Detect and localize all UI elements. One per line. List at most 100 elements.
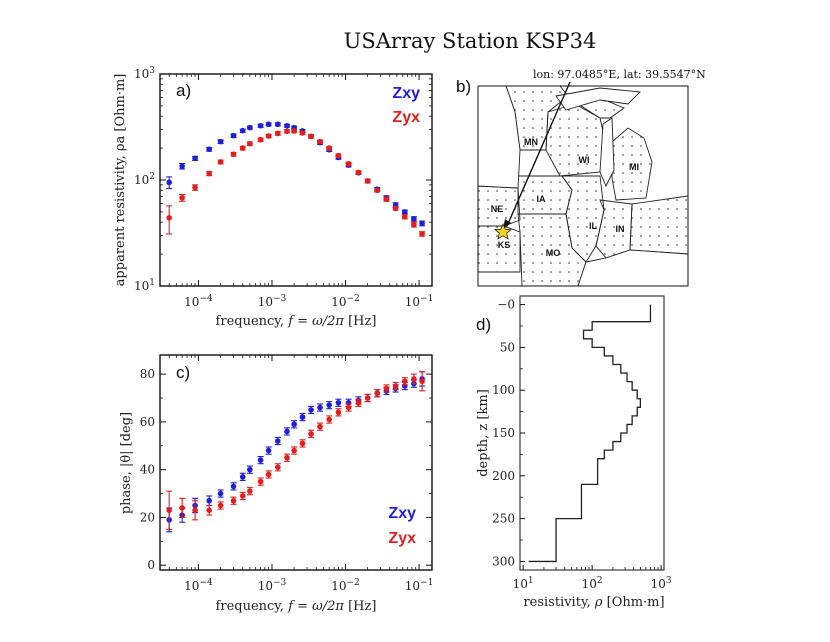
data-point: [217, 138, 224, 145]
data-point: [257, 122, 264, 129]
x-tick-label: 10−1: [405, 578, 434, 593]
state-oh-shape: [629, 195, 688, 255]
x-tick-label: 10−3: [258, 294, 287, 309]
data-point: [265, 121, 272, 128]
data-point: [299, 414, 306, 420]
x-tick-label: 10−4: [184, 294, 213, 309]
state-label-ia: IA: [537, 194, 547, 204]
panel-d-frame: [519, 295, 665, 571]
data-point: [284, 428, 290, 435]
data-point: [326, 402, 333, 408]
x-tick-label: 103: [651, 576, 672, 591]
data-point: [239, 493, 246, 499]
data-point: [374, 390, 381, 397]
data-point: [392, 383, 399, 389]
panel-a-ylabel: apparent resistivity, ρa [Ohm·m]: [113, 74, 128, 287]
legend-zxy: Zxy: [388, 505, 416, 522]
y-tick-label: 100: [492, 383, 515, 397]
station-star-icon: [493, 223, 513, 240]
panel-d-xlabel: resistivity, ρ [Ohm·m]: [523, 595, 664, 610]
panel-c-label: c): [176, 363, 190, 382]
data-point: [230, 151, 237, 158]
x-tick-label: 10−2: [331, 578, 360, 593]
state-south-shape: [577, 249, 688, 286]
data-point: [166, 214, 172, 221]
y-tick-label: 60: [140, 415, 155, 429]
data-point: [166, 179, 172, 186]
y-tick-label: 102: [134, 172, 155, 187]
data-point: [364, 395, 371, 401]
data-point: [257, 136, 264, 143]
data-point: [284, 122, 290, 129]
map-coordinate-label: lon: 97.0485°E, lat: 39.5547°N: [533, 68, 706, 81]
figure-title: USArray Station KSP34: [344, 29, 597, 53]
data-point: [217, 159, 224, 165]
state-mi-shape: [611, 127, 653, 201]
data-point: [239, 145, 246, 151]
data-point: [206, 497, 212, 504]
data-point: [265, 471, 272, 478]
data-point: [335, 409, 342, 416]
panel-c-xlabel: frequency, f = ω/2π [Hz]: [216, 599, 377, 614]
x-tick-label: 10−3: [258, 578, 287, 593]
data-point: [192, 184, 198, 191]
data-point: [239, 474, 246, 480]
data-point: [265, 447, 272, 454]
y-tick-label: 200: [492, 469, 515, 483]
data-point: [345, 161, 352, 167]
station-pointer-arrow: [506, 81, 571, 227]
data-point: [383, 385, 390, 392]
y-tick-label: 101: [134, 278, 155, 293]
data-point: [317, 138, 323, 145]
data-point: [247, 124, 253, 131]
y-tick-label: 150: [492, 426, 515, 440]
panel-c-frame: [159, 354, 433, 571]
panel-d-model: d) 101 102 103 −0 50 100 150 200 250 300 resistiv…: [476, 295, 672, 610]
data-point: [217, 490, 224, 497]
state-label-mi: MI: [629, 162, 639, 172]
y-tick-label: 20: [140, 510, 155, 524]
resistivity-model-line: [528, 304, 652, 563]
legend-zxy: Zxy: [392, 85, 420, 102]
data-point: [317, 423, 323, 430]
x-tick-label: 10−2: [331, 294, 360, 309]
data-point: [299, 130, 306, 136]
panel-a-xlabel: frequency, f = ω/2π [Hz]: [216, 314, 377, 329]
data-point: [247, 466, 253, 473]
panel-d-ylabel: depth, z [km]: [476, 389, 491, 477]
y-tick-label: 250: [492, 512, 515, 526]
data-point: [239, 127, 246, 134]
state-label-wi: WI: [579, 155, 590, 165]
panel-a-resistivity: a) 10−4 10−3 10−2 10−1 101 102 103 Zxy Zyx fre…: [113, 66, 433, 329]
state-ks-shape: [478, 225, 521, 273]
data-point: [230, 132, 237, 139]
data-point: [291, 421, 297, 428]
data-point: [374, 187, 381, 194]
data-point: [179, 194, 185, 201]
data-point: [401, 209, 408, 215]
data-point: [308, 407, 314, 413]
data-point: [206, 170, 212, 177]
data-point: [299, 440, 306, 447]
data-point: [230, 497, 237, 504]
panel-d-label: d): [476, 315, 491, 334]
y-tick-label: 0: [147, 558, 155, 572]
data-point: [247, 488, 253, 494]
data-point: [308, 431, 314, 437]
data-point: [364, 178, 371, 184]
data-point: [392, 205, 399, 212]
data-point: [411, 221, 417, 228]
y-tick-label: 103: [134, 66, 155, 81]
data-point: [265, 133, 272, 139]
data-point: [166, 507, 172, 514]
data-point: [308, 133, 314, 140]
data-point: [179, 505, 185, 511]
data-point: [284, 128, 290, 135]
state-dakota-shape: [478, 86, 521, 189]
x-tick-label: 102: [582, 576, 603, 591]
data-point: [230, 483, 237, 490]
data-point: [355, 399, 362, 406]
data-point: [419, 378, 425, 385]
data-point: [411, 216, 417, 222]
